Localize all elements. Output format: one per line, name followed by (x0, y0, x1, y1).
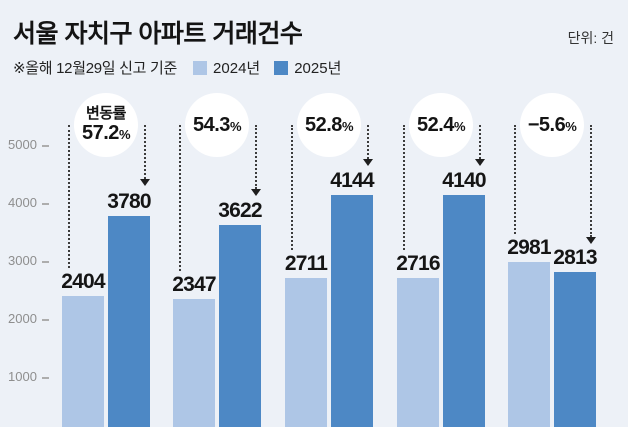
change-line-to (144, 125, 146, 179)
value-2024: 2347 (172, 273, 216, 296)
legend-label-2024: 2024년 (213, 60, 261, 77)
change-line-from (403, 125, 405, 250)
bar-2025 (554, 272, 596, 427)
legend-label-2025: 2025년 (294, 60, 342, 77)
change-rate-bubble: −5.6% (520, 93, 584, 157)
source-note: ※올해 12월29일 신고 기준 (13, 60, 178, 77)
change-line-from (514, 125, 516, 234)
value-2024: 2404 (61, 270, 105, 293)
value-2025: 4140 (442, 169, 486, 192)
change-rate-bubble: 변동률 57.2% (74, 93, 138, 157)
value-2025: 3780 (107, 190, 151, 213)
change-line-from (68, 125, 70, 268)
bar-2024 (173, 299, 215, 427)
value-2024: 2711 (284, 252, 328, 275)
y-tick-5000: 5000 (8, 137, 46, 153)
value-2025: 2813 (553, 246, 597, 269)
change-line-from (179, 125, 181, 271)
bar-2024 (397, 278, 439, 427)
change-rate-title: 변동률 (86, 104, 126, 122)
change-line-to (367, 125, 369, 159)
bar-2024 (508, 262, 550, 427)
legend-swatch-2024 (193, 60, 208, 75)
change-rate-value: 54.3% (193, 114, 242, 136)
change-rate-value: 52.4% (417, 114, 466, 136)
y-tick-1000: 1000 (8, 369, 46, 385)
bar-2025 (108, 216, 150, 427)
value-2024: 2981 (507, 236, 551, 259)
value-2025: 4144 (330, 169, 374, 192)
change-rate-bubble: 52.4% (409, 93, 473, 157)
arrow-down-icon (475, 159, 485, 166)
bar-2025 (443, 195, 485, 427)
change-line-to (255, 125, 257, 189)
legend: 2024년 2025년 (193, 57, 349, 78)
subheader: ※올해 12월29일 신고 기준 2024년 2025년 (13, 57, 349, 78)
y-tick-2000: 2000 (8, 311, 46, 327)
arrow-down-icon (363, 159, 373, 166)
change-line-to (479, 125, 481, 159)
y-tick-3000: 3000 (8, 253, 46, 269)
change-line-to (590, 125, 592, 237)
change-rate-bubble: 54.3% (185, 93, 249, 157)
bar-2024 (285, 278, 327, 427)
page-title: 서울 자치구 아파트 거래건수 (13, 20, 303, 48)
value-2025: 3622 (218, 199, 262, 222)
bar-2024 (62, 296, 104, 427)
bar-2025 (331, 195, 373, 427)
change-rate-value: 57.2% (82, 122, 131, 145)
change-rate-bubble: 52.8% (297, 93, 361, 157)
arrow-down-icon (140, 179, 150, 186)
value-2024: 2716 (396, 252, 440, 275)
change-line-from (291, 125, 293, 250)
unit-label: 단위: 건 (567, 30, 614, 46)
y-tick-4000: 4000 (8, 195, 46, 211)
bar-2025 (219, 225, 261, 427)
legend-swatch-2025 (274, 60, 289, 75)
change-rate-value: 52.8% (305, 114, 354, 136)
arrow-down-icon (586, 237, 596, 244)
change-rate-value: −5.6% (527, 114, 577, 136)
arrow-down-icon (251, 189, 261, 196)
